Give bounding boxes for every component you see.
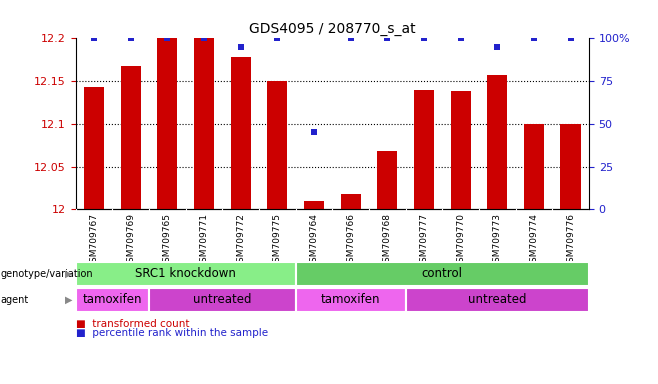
Text: GSM709765: GSM709765 bbox=[163, 213, 172, 268]
Text: untreated: untreated bbox=[468, 293, 526, 306]
Text: GSM709764: GSM709764 bbox=[309, 213, 318, 268]
Bar bbox=[149, 288, 295, 312]
Text: ▶: ▶ bbox=[65, 268, 72, 279]
Bar bbox=[377, 151, 397, 209]
Bar bbox=[84, 87, 104, 209]
Point bbox=[418, 35, 429, 41]
Text: control: control bbox=[422, 267, 463, 280]
Text: GSM709774: GSM709774 bbox=[530, 213, 538, 268]
Bar bbox=[451, 91, 470, 209]
Point bbox=[528, 35, 539, 41]
Text: GSM709769: GSM709769 bbox=[126, 213, 135, 268]
Point bbox=[492, 44, 503, 50]
Point bbox=[455, 35, 466, 41]
Point bbox=[236, 44, 246, 50]
Point bbox=[565, 35, 576, 41]
Text: ■  transformed count: ■ transformed count bbox=[76, 319, 189, 329]
Point bbox=[199, 35, 209, 41]
Text: GSM709775: GSM709775 bbox=[273, 213, 282, 268]
Text: GSM709771: GSM709771 bbox=[199, 213, 209, 268]
Bar bbox=[267, 81, 288, 209]
Text: GSM709767: GSM709767 bbox=[89, 213, 99, 268]
Text: GSM709772: GSM709772 bbox=[236, 213, 245, 268]
Bar bbox=[157, 38, 178, 209]
Bar bbox=[295, 262, 589, 286]
Point bbox=[162, 35, 172, 41]
Text: GSM709770: GSM709770 bbox=[456, 213, 465, 268]
Text: untreated: untreated bbox=[193, 293, 251, 306]
Bar bbox=[76, 262, 295, 286]
Bar bbox=[194, 38, 214, 209]
Text: genotype/variation: genotype/variation bbox=[1, 268, 93, 279]
Point bbox=[89, 35, 99, 41]
Text: GSM709766: GSM709766 bbox=[346, 213, 355, 268]
Text: GSM709768: GSM709768 bbox=[383, 213, 392, 268]
Text: GSM709777: GSM709777 bbox=[419, 213, 428, 268]
Bar bbox=[487, 75, 507, 209]
Text: GSM709773: GSM709773 bbox=[493, 213, 502, 268]
Bar bbox=[120, 66, 141, 209]
Point bbox=[309, 129, 319, 136]
Text: tamoxifen: tamoxifen bbox=[83, 293, 142, 306]
Bar bbox=[561, 124, 580, 209]
Bar bbox=[304, 201, 324, 209]
Bar bbox=[524, 124, 544, 209]
Title: GDS4095 / 208770_s_at: GDS4095 / 208770_s_at bbox=[249, 22, 416, 36]
Text: SRC1 knockdown: SRC1 knockdown bbox=[135, 267, 236, 280]
Bar bbox=[230, 57, 251, 209]
Bar bbox=[295, 288, 405, 312]
Point bbox=[126, 35, 136, 41]
Text: ■  percentile rank within the sample: ■ percentile rank within the sample bbox=[76, 328, 268, 338]
Bar bbox=[341, 194, 361, 209]
Point bbox=[382, 35, 393, 41]
Text: GSM709776: GSM709776 bbox=[566, 213, 575, 268]
Bar bbox=[405, 288, 589, 312]
Text: agent: agent bbox=[1, 295, 29, 305]
Bar bbox=[414, 89, 434, 209]
Text: ▶: ▶ bbox=[65, 295, 72, 305]
Point bbox=[272, 35, 282, 41]
Point bbox=[345, 35, 356, 41]
Bar bbox=[76, 288, 149, 312]
Text: tamoxifen: tamoxifen bbox=[321, 293, 380, 306]
